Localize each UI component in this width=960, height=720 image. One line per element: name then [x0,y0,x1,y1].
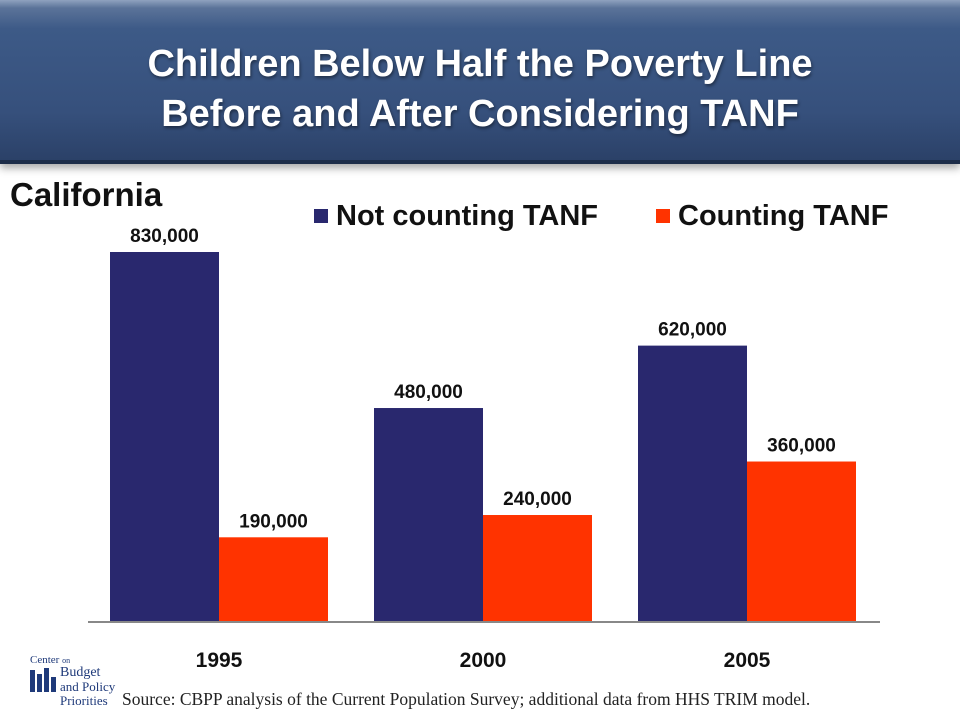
bar-not-counting-tanf-1995 [110,252,219,622]
bar-counting-tanf-2000 [483,515,592,622]
x-tick-label-2005: 2005 [724,649,771,672]
bar-counting-tanf-2005 [747,461,856,622]
data-label-not-counting-tanf-2005: 620,000 [658,320,727,341]
data-label-counting-tanf-1995: 190,000 [239,511,308,532]
title-banner: Children Below Half the Poverty Line Bef… [0,0,960,164]
legend-item-counting: Counting TANF [656,198,888,234]
legend-swatch-not-counting [314,209,328,223]
source-note: Source: CBPP analysis of the Current Pop… [122,689,811,709]
data-label-counting-tanf-2005: 360,000 [767,436,836,457]
logo-text-and-policy: and Policy [60,679,116,694]
logo-mark-icon [30,668,56,692]
legend-swatch-counting [656,209,670,223]
legend-item-not-counting: Not counting TANF [314,198,598,234]
title-line-1: Children Below Half the Poverty Line [147,43,813,85]
bar-not-counting-tanf-2005 [638,345,747,622]
region-label: California [10,176,163,213]
x-tick-label-2000: 2000 [460,649,507,672]
data-label-counting-tanf-2000: 240,000 [503,489,572,510]
cbpp-logo: Center on Budget and Policy Priorities [30,654,122,710]
logo-text-center: Center on [30,654,71,666]
data-label-not-counting-tanf-1995: 830,000 [130,226,199,247]
bar-counting-tanf-1995 [219,537,328,622]
x-tick-label-1995: 1995 [196,649,243,672]
data-label-not-counting-tanf-2000: 480,000 [394,382,463,403]
logo-text-budget: Budget [60,665,101,680]
bar-not-counting-tanf-2000 [374,408,483,622]
logo-text-priorities: Priorities [60,693,108,708]
title-line-2: Before and After Considering TANF [161,93,799,135]
legend-label-counting: Counting TANF [678,199,889,232]
legend-label-not-counting: Not counting TANF [336,199,599,232]
